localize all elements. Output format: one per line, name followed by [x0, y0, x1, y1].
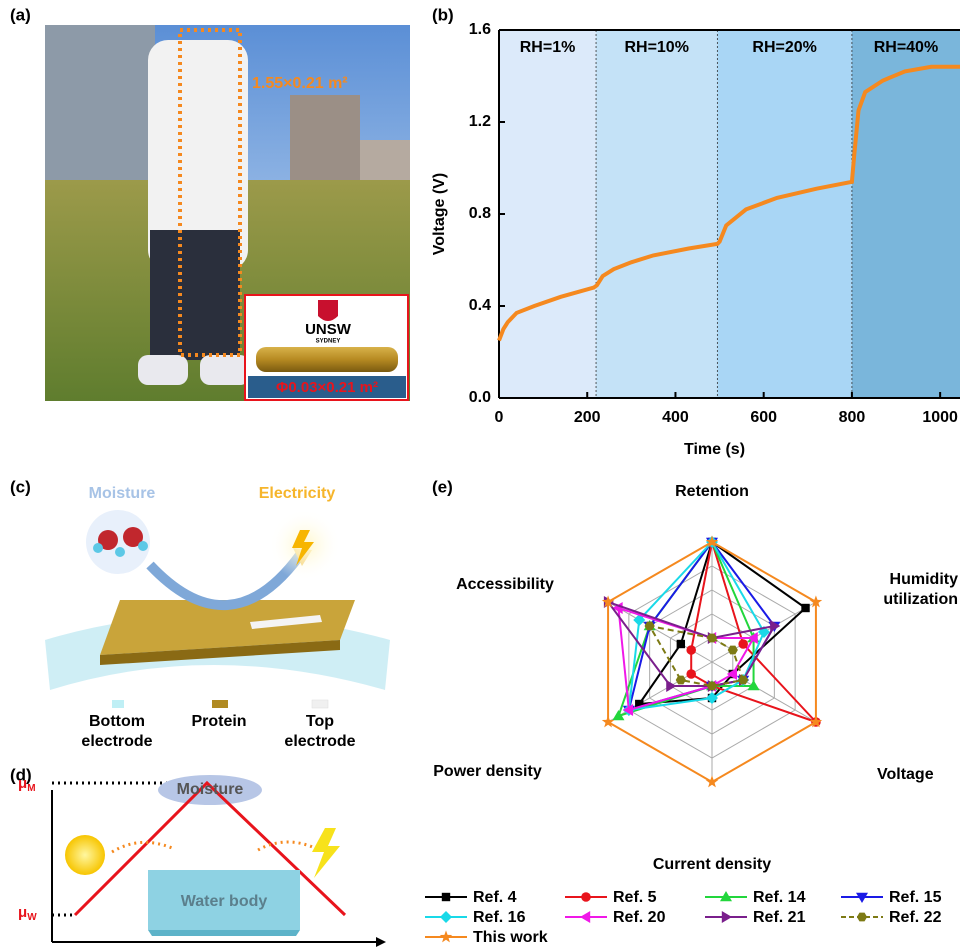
- humidity-region: [596, 30, 717, 398]
- legend-label: Ref. 21: [753, 909, 806, 926]
- moisture-label: Moisture: [89, 485, 156, 502]
- legend-marker: [440, 930, 453, 942]
- mu-subscript: M: [27, 783, 35, 794]
- water-label: Water body: [181, 893, 268, 910]
- photo: [45, 25, 410, 401]
- legend-marker: [440, 911, 452, 923]
- legend-marker: [580, 911, 590, 923]
- radar-axis-label: Accessibility: [430, 575, 580, 595]
- x-tick-label: 0: [495, 409, 504, 426]
- marker: [677, 640, 685, 648]
- y-tick-label: 0.8: [469, 205, 491, 222]
- moisture-label: Moisture: [177, 781, 244, 798]
- bottom-electrode-label: Bottom electrode: [67, 712, 167, 752]
- legend-label: Ref. 14: [753, 889, 806, 906]
- legend-label: Ref. 22: [889, 909, 942, 926]
- panel-label: (e): [432, 477, 453, 496]
- device-illustration: [45, 509, 390, 708]
- x-tick-label: 400: [662, 409, 689, 426]
- legend-marker: [581, 892, 591, 902]
- radar-axis-label: Power density: [420, 762, 555, 782]
- legend-marker: [857, 913, 867, 922]
- electricity-label: Electricity: [259, 485, 336, 502]
- figure-canvas: (a) 1.55×0.21 m² UNSW SYDNEY Φ0.03×0.21 …: [0, 0, 960, 949]
- marker: [801, 604, 809, 612]
- y-tick-label: 1.6: [469, 21, 491, 38]
- y-tick-label: 0.0: [469, 389, 491, 406]
- mu-symbol: μ: [18, 904, 27, 921]
- x-tick-label: 1000: [922, 409, 958, 426]
- mu-symbol: μ: [18, 775, 27, 792]
- legend-label: Ref. 4: [473, 889, 517, 906]
- marker: [686, 645, 696, 655]
- y-tick-label: 1.2: [469, 113, 491, 130]
- rod-label: Φ0.03×0.21 m²: [276, 379, 378, 396]
- logo-text: UNSW: [305, 321, 352, 338]
- marker: [738, 639, 748, 649]
- radar-axis-label: Voltage: [877, 765, 957, 785]
- x-tick-label: 600: [750, 409, 777, 426]
- mu-subscript: W: [27, 912, 37, 923]
- legend-label: This work: [473, 929, 548, 946]
- radar-axis-label: Current density: [612, 855, 812, 875]
- mu-m-label: μM: [18, 775, 36, 794]
- legend-marker: [722, 911, 732, 923]
- x-axis-label: Time (s): [684, 441, 745, 458]
- size-label: 1.55×0.21 m²: [252, 75, 348, 92]
- legend-marker: [442, 893, 450, 901]
- energy-diagram: [52, 775, 386, 947]
- protein-label: Protein: [191, 713, 246, 730]
- marker: [686, 669, 696, 679]
- x-tick-label: 800: [839, 409, 866, 426]
- figure: (a) 1.55×0.21 m² UNSW SYDNEY Φ0.03×0.21 …: [0, 0, 960, 949]
- legend-label: Ref. 20: [613, 909, 666, 926]
- radar-axis-label: Retention: [612, 482, 812, 502]
- logo-subtext: SYDNEY: [316, 339, 341, 345]
- x-tick-label: 200: [574, 409, 601, 426]
- radar-axis-label: Humidity utilization: [850, 570, 958, 610]
- top-electrode-label: Top electrode: [270, 712, 370, 752]
- legend-label: Ref. 16: [473, 909, 526, 926]
- panel-label: (a): [10, 5, 31, 24]
- legend-label: Ref. 15: [889, 889, 942, 906]
- panel-label: (c): [10, 477, 31, 496]
- humidity-region: [499, 30, 596, 398]
- legend-label: Ref. 5: [613, 889, 657, 906]
- region-label: RH=20%: [752, 39, 816, 56]
- region-label: RH=40%: [874, 39, 938, 56]
- y-tick-label: 0.4: [469, 297, 491, 314]
- region-label: RH=1%: [520, 39, 576, 56]
- mu-w-label: μW: [18, 904, 37, 923]
- region-label: RH=10%: [624, 39, 688, 56]
- humidity-region: [852, 30, 960, 398]
- panel-label: (b): [432, 5, 454, 24]
- y-axis-label: Voltage (V): [431, 173, 448, 255]
